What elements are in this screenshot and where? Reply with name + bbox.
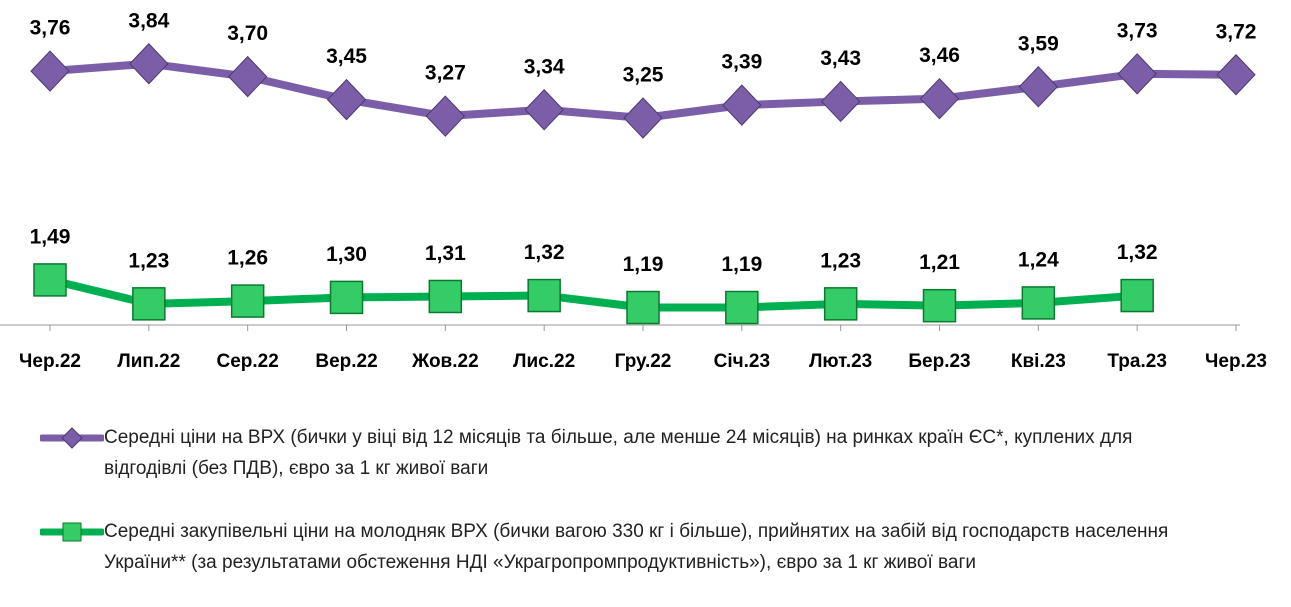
legend-item: Середні закупівельні ціни на молодняк ВР… <box>40 516 1194 578</box>
data-label: 1,32 <box>1117 241 1158 264</box>
marker <box>1021 286 1056 320</box>
marker <box>626 290 660 325</box>
data-label: 1,49 <box>30 225 71 248</box>
x-tick-label: Січ.23 <box>714 351 770 372</box>
marker <box>922 288 957 323</box>
data-label: 3,34 <box>524 55 565 78</box>
data-label: 3,59 <box>1018 32 1059 55</box>
marker <box>33 263 67 297</box>
marker <box>527 278 561 313</box>
legend-text: Середні закупівельні ціни на молодняк ВР… <box>104 521 1169 573</box>
marker <box>425 95 466 137</box>
marker <box>820 80 861 123</box>
marker <box>227 55 268 98</box>
chart: Чер.22 Лип.22 Сер.22 Вер.22 Жов.22 Лис.22 Гру.… <box>0 9 1267 372</box>
x-tick-label: Бер.23 <box>908 351 970 372</box>
x-tick-label: Чер.23 <box>1205 351 1267 372</box>
data-label: 1,31 <box>425 242 466 265</box>
marker <box>1018 65 1059 108</box>
data-label: 1,32 <box>524 241 565 264</box>
marker <box>326 78 367 121</box>
legend-icon <box>40 522 104 542</box>
legend-icon <box>40 427 104 449</box>
marker <box>428 279 463 314</box>
x-tick-label: Вер.22 <box>315 351 377 372</box>
marker <box>30 50 70 92</box>
x-tick-label: Лип.22 <box>117 351 180 372</box>
data-label: 3,70 <box>227 22 268 45</box>
marker <box>230 284 265 318</box>
marker <box>722 84 762 126</box>
data-label: 1,23 <box>820 249 861 272</box>
data-label: 1,26 <box>227 247 268 270</box>
data-label: 3,73 <box>1117 19 1158 42</box>
x-tick-label: Чер.22 <box>19 351 81 372</box>
data-label: 3,72 <box>1216 20 1257 43</box>
marker <box>823 287 858 321</box>
x-tick-label: Гру.22 <box>615 351 672 372</box>
x-tick-label: Сер.22 <box>217 351 279 372</box>
marker <box>1117 53 1157 95</box>
data-label: 3,27 <box>425 62 466 85</box>
data-label: 3,84 <box>128 9 169 32</box>
data-label: 1,21 <box>919 251 960 274</box>
data-label: 1,19 <box>623 253 664 276</box>
legend-item: Середні ціни на ВРХ (бички у віці від 12… <box>40 422 1194 484</box>
legend-text: Середні ціни на ВРХ (бички у віці від 12… <box>104 427 1133 479</box>
marker <box>132 287 166 321</box>
marker <box>1120 278 1154 313</box>
marker <box>524 88 564 131</box>
marker <box>725 290 759 325</box>
data-label: 1,24 <box>1018 248 1059 271</box>
x-tick-label: Тра.23 <box>1107 351 1166 372</box>
data-label: 3,25 <box>623 64 664 87</box>
x-tick-label: Кві.23 <box>1011 351 1066 372</box>
data-label: 3,39 <box>721 51 762 74</box>
data-label: 3,45 <box>326 45 367 68</box>
x-tick-label: Лис.22 <box>513 351 575 372</box>
marker <box>919 77 960 120</box>
x-tick-label: Жов.22 <box>411 351 479 372</box>
marker <box>129 42 169 85</box>
marker <box>623 97 663 139</box>
marker <box>1216 54 1256 96</box>
marker <box>329 280 364 315</box>
data-label: 1,23 <box>128 249 169 272</box>
series-line <box>49 276 1138 312</box>
data-label: 3,76 <box>30 17 71 40</box>
x-tick-label: Лют.23 <box>809 351 872 372</box>
data-label: 3,46 <box>919 44 960 67</box>
data-label: 3,43 <box>820 47 861 70</box>
data-label: 1,30 <box>326 243 367 266</box>
data-label: 1,19 <box>721 253 762 276</box>
